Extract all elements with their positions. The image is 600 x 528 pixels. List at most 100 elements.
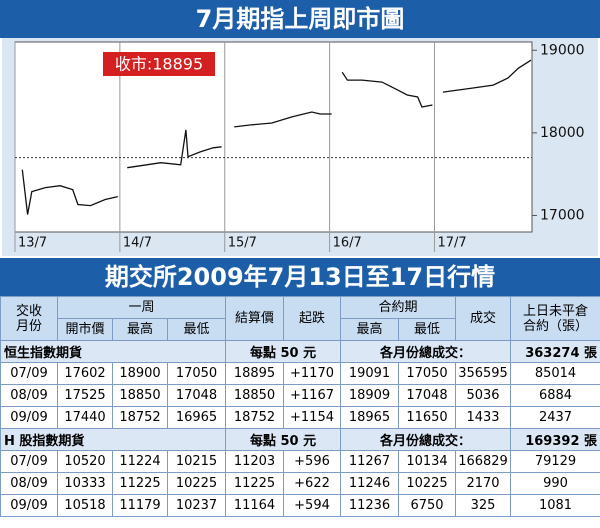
- table-cell: 各月份總成交：: [340, 428, 512, 451]
- table-cell: +622: [283, 472, 342, 495]
- table-cell: 10518: [57, 494, 113, 517]
- table-cell: 每點 50 元: [225, 340, 342, 363]
- table-cell: 07/09: [0, 450, 58, 473]
- header-cell: 一周: [56, 296, 227, 319]
- table-cell: 11246: [340, 472, 400, 495]
- table-cell: 08/09: [0, 472, 58, 495]
- table-cell: 11224: [112, 450, 168, 473]
- header-cell: 最高: [340, 318, 400, 341]
- chart: 7月期指上周即市圖 13/7 14/7 15/7 16/7 17/7 17000 18000…: [0, 0, 600, 256]
- data-row: 07/09 17602 18900 17050 18895 +1170 19091 17050…: [0, 362, 600, 385]
- table-cell: 10333: [57, 472, 113, 495]
- table-cell: 169392 張: [510, 428, 600, 451]
- price-line: [21, 59, 532, 215]
- table-cell: 11179: [112, 494, 168, 517]
- table-cell: 19091: [340, 362, 400, 385]
- data-row: 08/09 10333 11225 10225 11225 +622 11246 10225 2…: [0, 472, 600, 495]
- table-cell: 18965: [340, 406, 400, 429]
- table-cell: 09/09: [0, 494, 58, 517]
- y-tick-label: 18000: [540, 125, 585, 141]
- x-tick-label: 17/7: [437, 236, 466, 251]
- table-cell: 11164: [225, 494, 285, 517]
- table-cell: 18895: [225, 362, 285, 385]
- table-cell: 5036: [455, 384, 512, 407]
- table-cell: 17048: [398, 384, 457, 407]
- table-cell: 10225: [398, 472, 457, 495]
- table-cell: 18752: [112, 406, 168, 429]
- annotation-box: [103, 52, 215, 76]
- table-cell: 10237: [166, 494, 227, 517]
- y-tick-label: 19000: [540, 42, 585, 58]
- header-cell: 起跌: [283, 296, 342, 341]
- table-cell: 11267: [340, 450, 400, 473]
- table-cell: +596: [283, 450, 342, 473]
- table-cell: 18900: [112, 362, 168, 385]
- table-cell: 325: [455, 494, 512, 517]
- table-cell: 11236: [340, 494, 400, 517]
- x-tick-label: 13/7: [18, 236, 47, 251]
- plot-area: [14, 41, 533, 233]
- table-cell: 17048: [166, 384, 227, 407]
- x-tick-label: 16/7: [333, 236, 362, 251]
- header-cell: 合約期: [340, 296, 457, 319]
- table-cell: 16965: [166, 406, 227, 429]
- header-cell: 開市價: [57, 318, 113, 341]
- table-cell: 11225: [112, 472, 168, 495]
- table-cell: 10215: [166, 450, 227, 473]
- table-cell: 07/09: [0, 362, 58, 385]
- header-cell: 上日未平倉 合約（張）: [510, 296, 600, 341]
- header-cell: 最低: [166, 318, 227, 341]
- table-cell: 各月份總成交：: [340, 340, 512, 363]
- table-cell: 17440: [57, 406, 113, 429]
- table-cell: 85014: [510, 362, 600, 385]
- header-cell: 最高: [112, 318, 168, 341]
- table-cell: +594: [283, 494, 342, 517]
- table-cell: 11650: [398, 406, 457, 429]
- table-cell: 17602: [57, 362, 113, 385]
- table-cell: 79129: [510, 450, 600, 473]
- x-tick-label: 14/7: [123, 236, 152, 251]
- table-cell: 166829: [455, 450, 512, 473]
- table-cell: +1170: [283, 362, 342, 385]
- data-row: 08/09 17525 18850 17048 18850 +1167 18909 17048…: [0, 384, 600, 407]
- data-row: 07/09 10520 11224 10215 11203 +596 11267 10134 1…: [0, 450, 600, 473]
- table-cell: +1154: [283, 406, 342, 429]
- table-cell: 363274 張: [510, 340, 600, 363]
- table-cell: 6750: [398, 494, 457, 517]
- table-cell: 18850: [225, 384, 285, 407]
- annotation: 收市:18895: [115, 55, 203, 74]
- table-cell: 08/09: [0, 384, 58, 407]
- section-row: H 股指數期貨 每點 50 元各月份總成交： 169392 張: [0, 428, 600, 451]
- table-cell: 17050: [398, 362, 457, 385]
- table-title: 期交所2009年7月13日至17日行情: [0, 258, 600, 296]
- table-cell: 18909: [340, 384, 400, 407]
- title-banner: [0, 0, 600, 38]
- table-cell: 6884: [510, 384, 600, 407]
- data-row: 09/09 17440 18752 16965 18752 +1154 18965 11650…: [0, 406, 600, 429]
- x-tick-label: 15/7: [228, 236, 257, 251]
- y-tick-label: 17000: [540, 207, 585, 223]
- table-cell: H 股指數期貨: [0, 428, 227, 451]
- table-cell: +1167: [283, 384, 342, 407]
- table-cell: 1433: [455, 406, 512, 429]
- table-cell: 10520: [57, 450, 113, 473]
- table-cell: 每點 50 元: [225, 428, 342, 451]
- header-cell: 成交: [455, 296, 512, 341]
- table-cell: 2170: [455, 472, 512, 495]
- table-cell: 11203: [225, 450, 285, 473]
- header-cell: 交收 月份: [0, 296, 58, 341]
- chart-title: 7月期指上周即市圖: [196, 5, 405, 33]
- table-cell: 2437: [510, 406, 600, 429]
- table-cell: 18752: [225, 406, 285, 429]
- futures-table: 交收 月份 一周 結算價 起跌 合約期 成交 上日未平倉 合約（張） 開市價 最…: [0, 296, 600, 517]
- table-cell: 18850: [112, 384, 168, 407]
- table-cell: 356595: [455, 362, 512, 385]
- table-cell: 1081: [510, 494, 600, 517]
- table-cell: 10134: [398, 450, 457, 473]
- table-cell: 恒生指數期貨: [0, 340, 227, 363]
- header-cell: 結算價: [225, 296, 285, 341]
- table-cell: 990: [510, 472, 600, 495]
- data-row: 09/09 10518 11179 10237 11164 +594 11236 6750 32…: [0, 494, 600, 517]
- table-cell: 10225: [166, 472, 227, 495]
